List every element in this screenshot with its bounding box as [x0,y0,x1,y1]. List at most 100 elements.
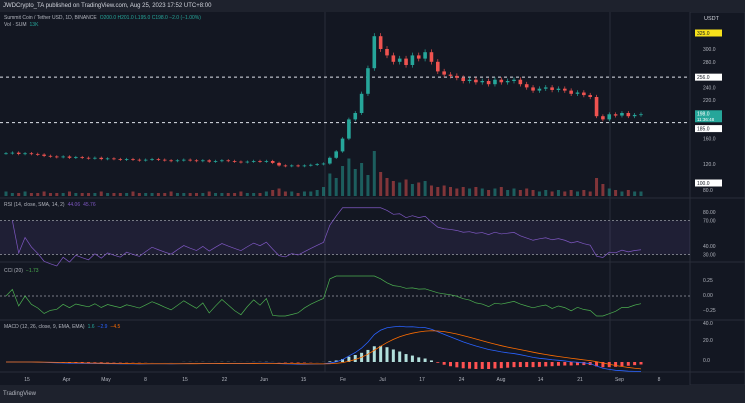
candle-body [124,159,129,160]
macd-histogram-bar [601,362,605,368]
candle-body [309,164,313,166]
volume-bar [429,185,433,196]
candle-body [48,155,53,157]
lower-level-label: 185.0 [697,126,710,132]
volume-bar [328,173,332,196]
candle-body [207,160,211,162]
candle-body [518,79,523,85]
volume-label: Vol · SUM [4,22,27,28]
time-tick: Sep [615,377,624,383]
candle-body [347,119,351,139]
macd-histogram-bar [379,345,383,362]
candle-body [543,87,548,89]
chart-canvas[interactable]: USDT300.0280.0240.0220.0160.0120.080.032… [0,12,745,385]
volume-bar [537,191,541,196]
volume-bar [271,190,275,196]
volume-bar [322,187,325,196]
volume-bar [175,193,179,196]
high-price-label-bg [695,29,722,37]
volume-bar [309,191,313,196]
candle-body [232,161,237,162]
volume-bar [214,193,218,196]
macd-histogram-bar [429,360,433,362]
candle-body [99,157,104,160]
lower-level-label-bg [695,125,722,133]
macd-histogram-bar [398,351,402,362]
cci-tick: 0.00 [703,293,713,299]
macd-histogram-bar [563,362,567,366]
macd-histogram-bar [461,362,465,369]
macd-histogram-bar [582,362,586,366]
candle-body [397,58,402,62]
candle-body [188,159,192,161]
volume-bar [99,191,103,196]
candle-body [626,113,631,117]
macd-histogram-bar [410,355,414,362]
publish-header: JWDCrypto_TA published on TradingView.co… [0,0,745,12]
candle-body [613,114,618,116]
candle-body [194,160,199,162]
countdown-label: 11:36:48 [697,117,715,122]
volume-bar [264,191,268,196]
candle-body [416,55,421,59]
macd-histogram-bar [423,358,427,362]
rsi-legend: RSI (14, close, SMA, 14, 2) 44.06 45.76 [4,202,99,208]
chart-area[interactable]: USDT 300.0 280.0 240.0 220.0 160.0 120.0 80.0 32… [0,12,745,385]
volume-bar [461,187,465,196]
volume-bar [290,191,294,196]
macd-histogram-bar [493,362,497,369]
volume-bar [245,193,249,196]
volume-bar [360,163,364,196]
candle-body [423,52,427,59]
high-price-label: 325.0 [697,31,710,37]
currency-label: USDT [704,16,720,22]
volume-bar [480,188,484,196]
time-tick: Aug [497,377,506,383]
candle-body [531,87,535,91]
macd-histogram-bar [87,362,91,363]
volume-bar [239,191,243,196]
candle-body [569,90,573,94]
candle-body [340,138,345,152]
volume-bar [417,182,421,196]
volume-bar [347,158,351,196]
volume-bar [512,188,516,196]
volume-bar [131,191,135,196]
candle-body [550,87,554,90]
macd-histogram-bar [468,362,472,369]
volume-bar [4,191,8,196]
volume-bar [436,187,440,196]
candle-body [112,158,116,160]
candle-body [162,159,167,161]
candle-body [283,165,288,167]
volume-bar [283,191,287,196]
volume-bar [366,175,370,196]
cci-label: CCI (20) [4,268,23,274]
candle-body [105,158,110,160]
time-tick: May [101,377,111,383]
macd-signal-value: −4.5 [110,324,121,330]
volume-bar [588,191,592,196]
volume-bar [404,179,408,196]
candle-body [16,152,21,154]
candle-body [239,161,243,163]
candle-body [455,75,459,78]
volume-bar [576,191,579,196]
macd-histogram-bar [80,362,84,363]
macd-histogram-bar [518,362,522,368]
volume-bar [493,188,497,196]
candle-body [556,88,561,90]
volume-bar [341,166,345,196]
volume-axis-label-bg [695,179,722,187]
candle-body [143,159,148,161]
volume-bar [633,191,637,196]
candle-body [251,161,256,162]
volume-bar [442,185,446,196]
candle-body [213,161,218,162]
macd-histogram-bar [512,362,516,368]
macd-histogram-bar [385,347,389,362]
volume-bar [29,193,33,196]
macd-histogram-bar [353,355,357,362]
volume-bar [499,187,503,196]
candle-body [226,160,231,162]
